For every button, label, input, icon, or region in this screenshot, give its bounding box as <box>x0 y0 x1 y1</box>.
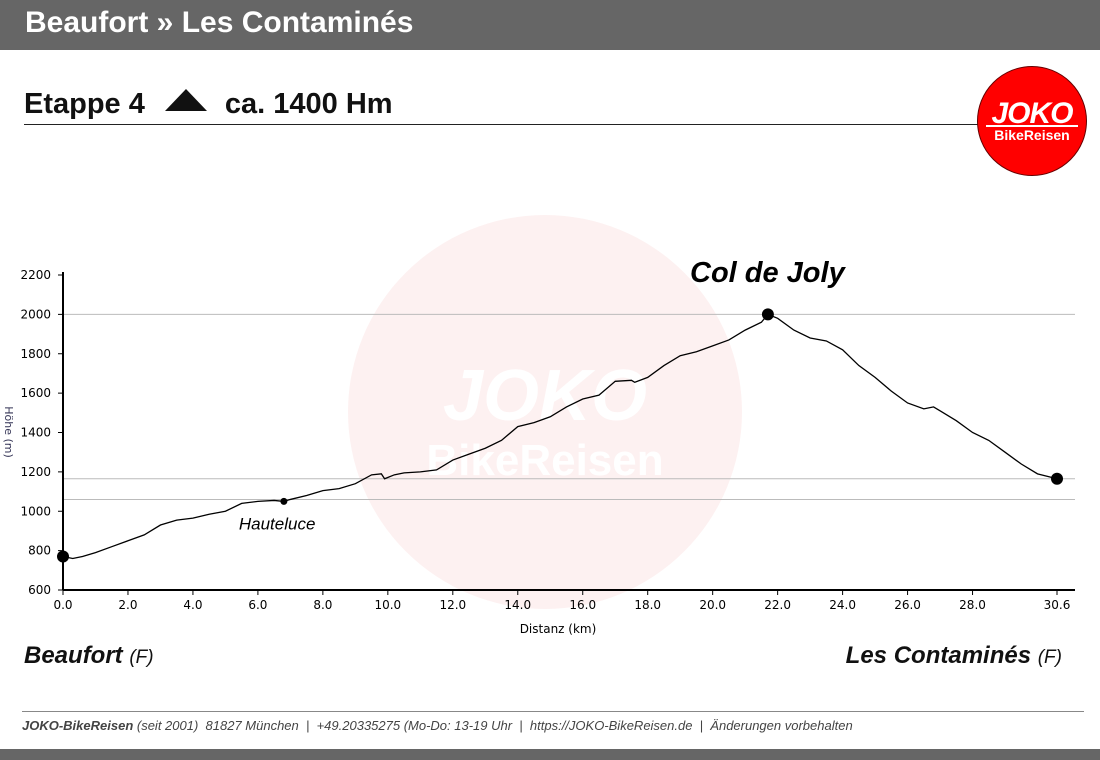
x-tick-label: 6.0 <box>248 598 267 612</box>
y-tick-label: 1800 <box>20 347 51 361</box>
y-tick-label: 1400 <box>20 426 51 440</box>
bottom-bar <box>0 749 1100 760</box>
stage-label: Etappe 4 <box>24 88 145 120</box>
page-title: Beaufort » Les Contaminés <box>25 6 414 39</box>
heading-divider <box>24 124 984 125</box>
climb-label: ca. 1400 Hm <box>224 88 393 120</box>
logo-text: JOKO <box>991 97 1073 130</box>
x-tick-label: 2.0 <box>118 598 137 612</box>
x-tick-label: 16.0 <box>569 598 596 612</box>
x-tick-label: 24.0 <box>829 598 856 612</box>
elevation-profile-line <box>62 313 1058 560</box>
start-country: (F) <box>129 647 154 668</box>
x-tick-label: 20.0 <box>699 598 726 612</box>
logo-line <box>986 125 1078 127</box>
label-hauteluce: Hauteluce <box>239 514 316 533</box>
x-axis-label: Distanz (km) <box>520 622 597 636</box>
footer-text: (seit 2001) 81827 München | +49.20335275… <box>133 718 853 733</box>
x-tick-label: 0.0 <box>53 598 72 612</box>
title-bar: Beaufort » Les Contaminés <box>0 0 1100 50</box>
x-tick-label: 26.0 <box>894 598 921 612</box>
x-tick-label: 22.0 <box>764 598 791 612</box>
logo-subtext: BikeReisen <box>994 127 1070 143</box>
point-col <box>761 308 774 321</box>
point-end <box>1051 472 1063 485</box>
x-tick-label: 30.6 <box>1044 598 1071 612</box>
climb-triangle-icon <box>164 89 207 111</box>
point-hauteluce <box>280 497 288 505</box>
y-tick-label: 1200 <box>20 465 51 479</box>
stage-heading: Etappe 4 ca. 1400 Hm <box>24 88 393 121</box>
start-place: Beaufort (F) <box>24 642 154 670</box>
label-col-de-joly: Col de Joly <box>690 257 847 289</box>
x-tick-label: 8.0 <box>313 598 332 612</box>
y-tick-label: 1000 <box>20 504 51 518</box>
y-tick-label: 2200 <box>20 268 51 282</box>
footer-brand: JOKO-BikeReisen <box>22 718 134 733</box>
watermark-subtext: BikeReisen <box>426 436 663 485</box>
footer-divider <box>22 711 1084 712</box>
y-tick-label: 800 <box>28 544 51 558</box>
x-tick-label: 10.0 <box>374 598 401 612</box>
end-place: Les Contaminés (F) <box>846 642 1062 670</box>
footer: JOKO-BikeReisen (seit 2001) 81827 Münche… <box>22 718 853 733</box>
x-tick-label: 12.0 <box>439 598 466 612</box>
end-country: (F) <box>1037 647 1062 668</box>
start-place-name: Beaufort <box>24 642 123 669</box>
y-tick-label: 600 <box>28 583 51 597</box>
y-axis-label: Höhe (m) <box>2 406 15 458</box>
joko-logo: JOKO BikeReisen <box>977 66 1087 176</box>
watermark-text: JOKO <box>443 356 647 436</box>
y-tick-label: 2000 <box>20 307 51 321</box>
end-place-name: Les Contaminés <box>845 642 1032 669</box>
watermark-logo <box>348 215 742 609</box>
x-tick-label: 18.0 <box>634 598 661 612</box>
x-tick-label: 14.0 <box>504 598 531 612</box>
x-tick-label: 4.0 <box>183 598 202 612</box>
point-start <box>57 550 69 563</box>
x-tick-label: 28.0 <box>959 598 986 612</box>
y-tick-label: 1600 <box>20 386 51 400</box>
